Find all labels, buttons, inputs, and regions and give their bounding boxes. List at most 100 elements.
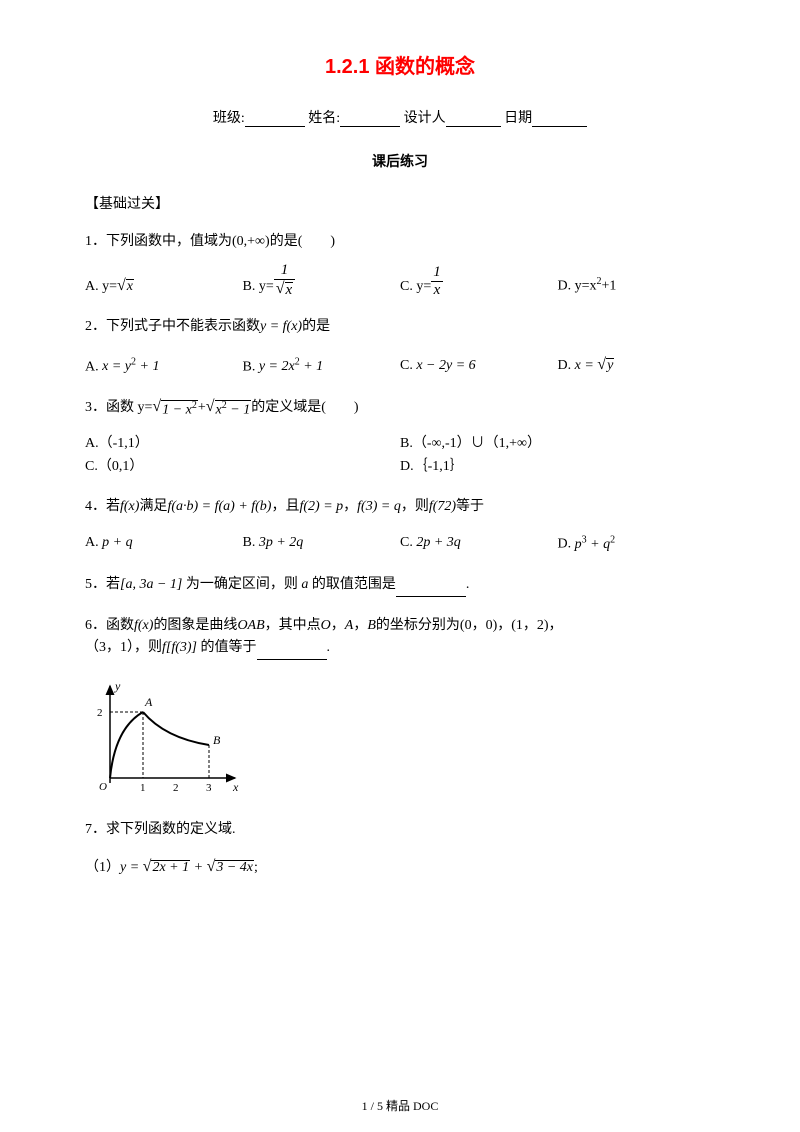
q4ds2: 2	[610, 534, 615, 545]
q7y: y =	[120, 860, 143, 875]
label-name: 姓名:	[308, 111, 340, 126]
q3-s1s: 2	[192, 400, 197, 411]
question-7: 7．求下列函数的定义域. （1）y = √2x + 1 + √3 − 4x;	[85, 819, 715, 880]
xtick-1: 1	[140, 782, 146, 794]
q4cm: ，	[343, 499, 357, 514]
q4cp: C.	[400, 535, 416, 550]
q4-opt-b: B. 3p + 2q	[243, 532, 401, 556]
q7s2: 3 − 4x	[215, 860, 254, 875]
q2c-p: C.	[400, 358, 416, 373]
q5p: 5．若	[85, 577, 120, 592]
q4c: ，且	[271, 499, 299, 514]
q4bp: B.	[243, 535, 259, 550]
q4dm: + q	[587, 537, 610, 552]
q1c-d: x	[431, 282, 443, 298]
q3-opt-b: B.（-∞,-1）∪（1,+∞）	[400, 433, 715, 455]
q6f: 的值等于	[197, 640, 257, 655]
q2-fx: y = f(x)	[260, 319, 302, 334]
q2-opt-c: C. x − 2y = 6	[400, 355, 558, 379]
page-number: 1 / 5	[362, 1099, 383, 1113]
q2a-b: x = y	[102, 359, 131, 374]
question-1: 1．下列函数中，值域为(0,+∞)的是( ) A. y=√x B. y= 1√x…	[85, 231, 715, 298]
q4db: p	[575, 537, 582, 552]
q6a: 6．函数	[85, 618, 134, 633]
q1b-d: x	[285, 282, 294, 298]
q6end: .	[327, 640, 331, 655]
xtick-3: 3	[206, 782, 212, 794]
question-4: 4．若f(x)满足f(a·b) = f(a) + f(b)，且f(2) = p，…	[85, 496, 715, 556]
q3-opt-d: D.｛-1,1｝	[400, 456, 715, 478]
q4e: 等于	[456, 499, 484, 514]
q3-s1: 1 − x	[162, 402, 192, 417]
question-6: 6．函数f(x)的图象是曲线OAB，其中点O，A，B的坐标分别为(0，0)，(1…	[85, 615, 715, 660]
q2a-p: A.	[85, 359, 102, 374]
q2-s2: 的是	[302, 319, 330, 334]
q1a-pre: A. y=	[85, 279, 117, 294]
q5po: 的取值范围是	[308, 577, 396, 592]
q2-opt-a: A. x = y2 + 1	[85, 355, 243, 379]
q6b: 的图象是曲线	[153, 618, 237, 633]
q2a-e: + 1	[136, 359, 159, 374]
q4fab: f(a·b) = f(a) + f(b)	[167, 499, 271, 514]
q6c2: ，	[353, 618, 367, 633]
curve-graph-svg: 1 2 3 2 O x y A B	[85, 678, 245, 798]
question-3: 3．函数 y=√1 − x2+√x2 − 1的定义域是( ) A.（-1,1） …	[85, 397, 715, 478]
q5i: [a, 3a − 1]	[120, 577, 182, 592]
q3-opt-a: A.（-1,1）	[85, 433, 400, 455]
q6ff: f[f(3)]	[162, 640, 197, 655]
q2-opt-b: B. y = 2x2 + 1	[243, 355, 401, 379]
q1-opt-b: B. y= 1√x	[243, 263, 401, 298]
q6d: 的坐标分别为(0，0)，(1，2)，	[376, 618, 563, 633]
q4d: ，则	[401, 499, 429, 514]
page-footer: 1 / 5 精品 DOC	[0, 1097, 800, 1114]
q6c1: ，	[331, 618, 345, 633]
q3-m: +	[198, 400, 206, 415]
footer-tag: 精品 DOC	[383, 1099, 438, 1113]
q4-stem: 4．若f(x)满足f(a·b) = f(a) + f(b)，且f(2) = p，…	[85, 496, 715, 518]
q2b-e: + 1	[300, 359, 323, 374]
question-2: 2．下列式子中不能表示函数y = f(x)的是 A. x = y2 + 1 B.…	[85, 316, 715, 378]
q2-opt-d: D. x = √y	[558, 355, 716, 379]
q4a: 4．若	[85, 499, 120, 514]
q1c-n: 1	[431, 265, 443, 282]
blank-name	[340, 111, 400, 127]
q4b: 满足	[139, 499, 167, 514]
origin-label: O	[99, 781, 107, 793]
q4cb: 2p + 3q	[416, 535, 460, 550]
doc-title: 1.2.1 函数的概念	[85, 50, 715, 79]
q1d-pre: D. y=x	[558, 279, 597, 294]
q1b-n: 1	[274, 263, 295, 280]
q4fx: f(x)	[120, 499, 139, 514]
blank-designer	[446, 111, 501, 127]
q7plus: +	[190, 860, 206, 875]
q6c: ，其中点	[265, 618, 321, 633]
category-tag: 【基础过关】	[85, 193, 715, 213]
q5e: .	[466, 577, 470, 592]
q3-s2p: − 1	[227, 402, 250, 417]
ytick-2: 2	[97, 707, 103, 719]
q7s1: 2x + 1	[151, 860, 190, 875]
question-5: 5．若[a, 3a − 1] 为一确定区间，则 a 的取值范围是.	[85, 574, 715, 596]
q1-opt-d: D. y=x2+1	[558, 274, 716, 298]
q4ap: A.	[85, 535, 102, 550]
q6-graph: 1 2 3 2 O x y A B	[85, 678, 715, 803]
q6o: O	[321, 618, 331, 633]
q1b-pre: B. y=	[243, 276, 274, 298]
q4f2: f(2) = p	[299, 499, 343, 514]
q7-sub1: （1）y = √2x + 1 + √3 − 4x;	[85, 857, 715, 879]
q4f3: f(3) = q	[357, 499, 401, 514]
q3-opt-c: C.（0,1）	[85, 456, 400, 478]
q1-opt-a: A. y=√x	[85, 276, 243, 298]
q7e: ;	[254, 860, 258, 875]
label-class: 班级:	[213, 111, 245, 126]
q6fx: f(x)	[134, 618, 153, 633]
q2-s1: 2．下列式子中不能表示函数	[85, 319, 260, 334]
info-line: 班级: 姓名: 设计人 日期	[85, 107, 715, 127]
q2d-p: D.	[558, 358, 575, 373]
x-axis-label: x	[232, 780, 239, 794]
q1-stem: 1．下列函数中，值域为(0,+∞)的是( )	[85, 231, 715, 253]
point-a-label: A	[144, 695, 153, 709]
q3-p: 3．函数 y=	[85, 400, 152, 415]
label-designer: 设计人	[404, 111, 446, 126]
q1-opt-c: C. y= 1x	[400, 265, 558, 298]
